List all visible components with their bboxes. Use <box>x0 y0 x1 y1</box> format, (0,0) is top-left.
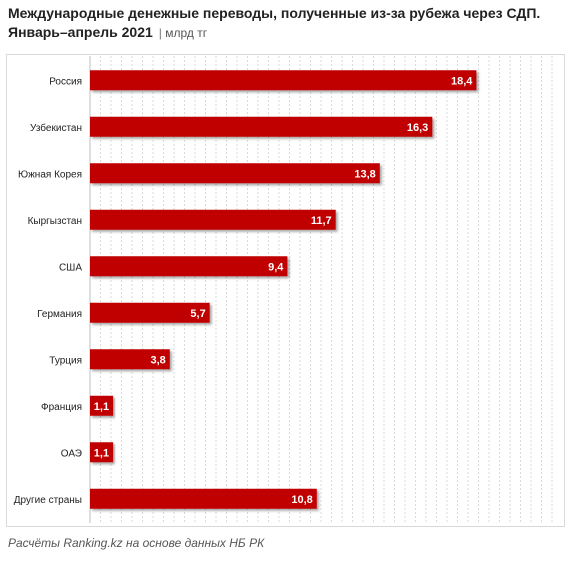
category-label: Россия <box>49 76 82 87</box>
data-label: 3,8 <box>151 354 166 366</box>
bar <box>90 209 336 230</box>
chart-subtitle: Январь–апрель 2021 млрд тг <box>8 23 568 43</box>
bar <box>90 349 170 370</box>
category-label: Южная Корея <box>18 169 82 180</box>
category-label: Узбекистан <box>30 122 82 134</box>
category-label: Германия <box>37 309 82 320</box>
data-label: 18,4 <box>451 75 473 87</box>
bar <box>90 395 114 416</box>
bar <box>90 488 317 509</box>
source-note: Расчёты Ranking.kz на основе данных НБ Р… <box>8 536 265 550</box>
category-label: Другие страны <box>14 495 82 506</box>
category-label: США <box>59 262 82 273</box>
chart-frame <box>6 54 565 527</box>
data-label: 5,7 <box>190 308 205 320</box>
category-label: Турция <box>49 355 82 366</box>
data-label: 13,8 <box>354 168 375 180</box>
bar <box>90 302 210 323</box>
category-labels: Россия Узбекистан Южная Корея Кыргызстан США… <box>14 76 83 506</box>
data-label: 1,1 <box>94 447 109 459</box>
bar <box>90 163 380 184</box>
chart-unit: млрд тг <box>159 26 207 40</box>
bars: 18,4 16,3 13,8 11,7 9,4 5,7 3,8 1,1 1,1 10,8 <box>90 70 477 509</box>
data-label: 9,4 <box>268 261 284 273</box>
bar <box>90 256 288 277</box>
bar <box>90 442 114 463</box>
title-block: Международные денежные переводы, получен… <box>8 4 568 43</box>
bar <box>90 116 433 137</box>
bar <box>90 70 477 91</box>
category-label: ОАЭ <box>61 448 82 459</box>
category-label: Кыргызстан <box>28 216 82 227</box>
category-label: Франция <box>41 402 82 413</box>
chart-period: Январь–апрель 2021 <box>8 24 153 40</box>
data-label: 11,7 <box>311 215 332 227</box>
chart-title: Международные денежные переводы, получен… <box>8 5 541 21</box>
data-label: 10,8 <box>291 494 312 506</box>
data-label: 1,1 <box>94 401 109 413</box>
data-label: 16,3 <box>407 122 428 134</box>
